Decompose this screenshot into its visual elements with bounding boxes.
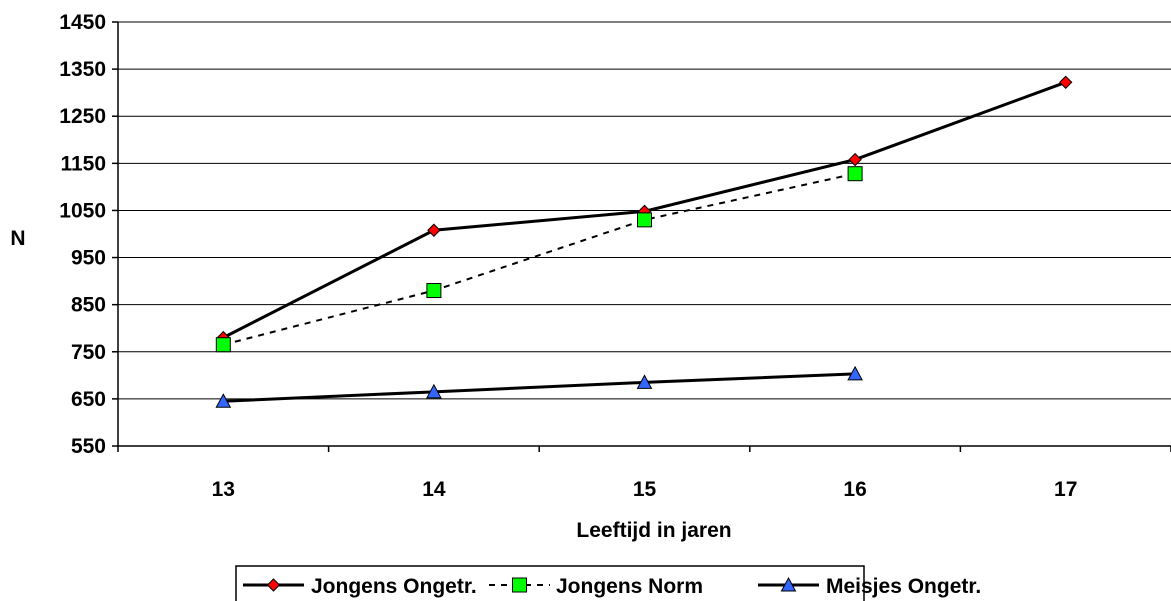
data-point-marker [847,365,863,381]
y-tick-label: 1250 [59,105,106,128]
x-tick-label: 17 [1054,478,1077,501]
data-point-marker [427,223,441,237]
legend-marker [512,577,527,593]
y-tick-label: 1350 [59,58,106,81]
data-point-marker [215,337,231,353]
y-axis-ticks: 550 650 750 850 950 1050 1150 1250 1350 1450 [59,11,118,458]
data-point-marker [426,383,442,399]
x-tick-label: 16 [843,478,866,501]
legend-marker [780,576,797,592]
y-tick-label: 1450 [59,11,106,34]
y-tick-label: 1150 [60,152,106,175]
legend-label: Meisjes Ongetr. [826,575,981,598]
legend-label: Jongens Norm [556,575,703,598]
y-tick-label: 850 [71,294,106,317]
y-tick-label: 550 [71,435,106,458]
data-point-marker [847,166,863,182]
data-point-marker [426,283,442,299]
series-line [223,172,856,346]
x-tick-label: 15 [633,478,657,501]
series-1 [215,166,863,353]
x-axis-ticks: 13 14 15 16 17 [117,446,1171,501]
data-point-marker [637,212,652,228]
data-point-marker [848,152,862,167]
y-axis-title: N [10,227,25,250]
series-line [223,372,856,403]
series-2 [215,365,863,408]
x-tick-label: 14 [422,478,446,501]
legend-item: Jongens Norm [489,575,703,598]
legend-item: Meisjes Ongetr. [758,575,981,598]
legend-marker [266,578,281,592]
series-layer [215,75,1073,408]
y-tick-label: 750 [71,341,106,364]
x-axis-title: Leeftijd in jaren [576,519,731,542]
legend-label: Jongens Ongetr. [311,575,477,598]
legend: Jongens Ongetr. Jongens Norm Meisjes Onget… [235,565,981,601]
data-point-marker [1058,75,1073,90]
x-tick-label: 13 [212,478,235,501]
data-point-marker [215,393,232,408]
y-tick-label: 1050 [59,199,106,222]
legend-item: Jongens Ongetr. [243,575,477,598]
data-point-marker [636,374,653,389]
y-tick-label: 950 [71,247,106,270]
y-tick-label: 650 [71,388,106,411]
